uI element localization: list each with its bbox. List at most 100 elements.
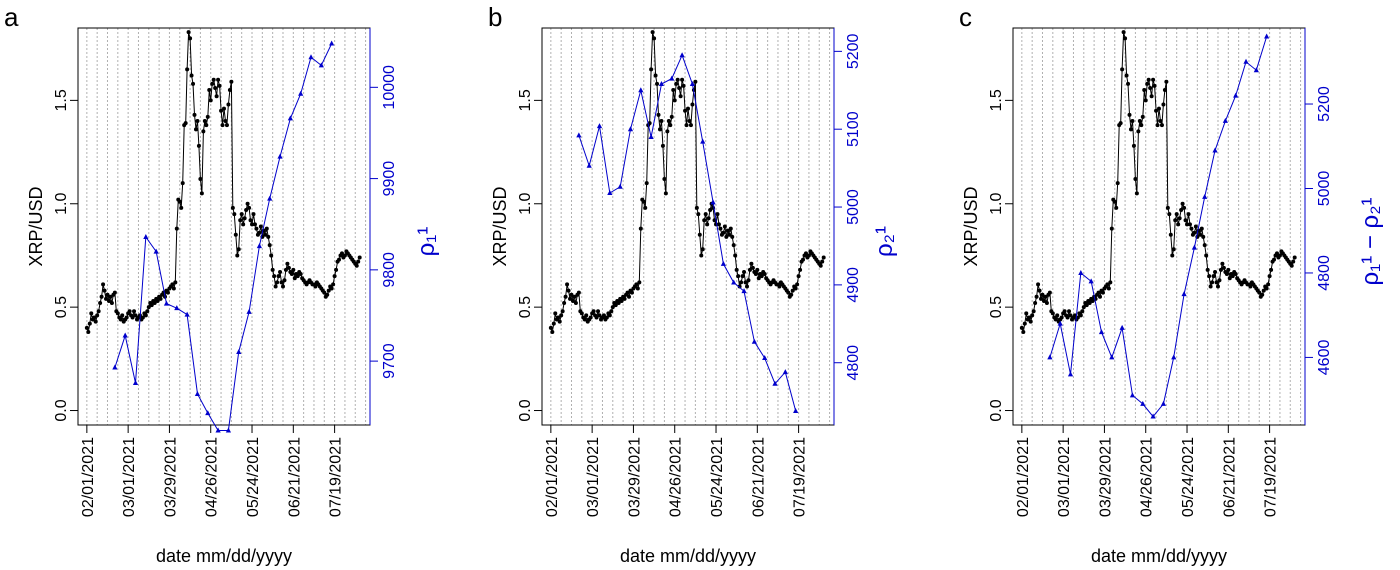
price-point [204,123,209,128]
price-point [130,315,135,320]
rho-point [1129,392,1136,398]
price-point [84,325,89,330]
price-point [702,218,707,223]
rho-point [669,75,675,81]
price-point [337,257,342,262]
price-point [1167,212,1172,217]
price-point [1065,315,1070,320]
price-point [588,315,593,320]
price-point [1040,292,1045,297]
price-point [551,321,556,326]
price-point [195,119,200,124]
price-point [1180,201,1185,206]
price-point [697,232,702,237]
plot-frame [541,27,835,426]
price-point [104,296,109,301]
price-point [742,269,747,274]
x-tick-label: 04/26/2021 [668,437,685,517]
rho-point [576,132,582,138]
price-point [548,325,553,330]
price-point [759,274,764,279]
price-point [566,288,571,293]
price-point [1148,85,1153,90]
panel-b: b 02/01/2021 03/01/2021 03/29/2021 04/26/202… [488,2,898,566]
gridlines [550,28,831,425]
price-point [705,222,710,227]
y-tick-label: 0.0 [53,399,70,421]
price-point [736,274,741,279]
price-point [1067,309,1072,314]
price-point [331,282,336,287]
price-point [728,226,733,231]
rho-point [658,81,665,87]
rho-point [246,308,252,314]
price-point [666,119,671,124]
price-point [641,199,646,204]
rho-point [762,355,768,361]
rho-line [1049,36,1268,418]
rho-line [114,43,333,431]
price-point [199,191,204,196]
y-tick-label-right: 5000 [1316,171,1333,207]
rho-line [578,53,797,412]
price-point [285,261,290,266]
price-point [638,226,643,231]
price-point [694,205,699,210]
price-point [584,313,589,318]
price-point [1174,212,1179,217]
price-point [700,247,705,252]
price-point [1112,199,1117,204]
price-point [272,274,277,279]
price-point [179,205,184,210]
x-tick-label: 02/01/2021 [1015,437,1032,517]
price-point [821,255,826,260]
price-point [1118,121,1123,126]
price-point [671,88,676,93]
y-tick-label: 1.0 [53,193,70,215]
price-point [1274,251,1279,256]
price-point [230,205,235,210]
price-point [684,123,689,128]
price-point [106,298,111,303]
price-point [1183,218,1188,223]
rho-point [132,380,139,386]
price-point [1162,88,1167,93]
price-point [1213,269,1218,274]
y-tick-label-right: 5200 [845,33,862,69]
price-point [1161,102,1166,107]
price-point [278,269,283,274]
price-point [238,218,243,223]
x-axis-title: date mm/dd/yyyy [1091,546,1227,566]
price-point [1227,276,1232,281]
price-point [680,77,685,82]
y-tick-label: 1.5 [988,89,1005,111]
price-point [706,216,711,221]
price-point [1096,290,1101,295]
price-point [183,121,188,126]
price-point [789,292,794,297]
price-point [145,309,150,314]
price-point [226,102,231,107]
price-point [1176,222,1181,227]
price-point [173,280,178,285]
rho-point [267,195,273,201]
x-tick-label: 04/26/2021 [204,437,221,517]
price-point [1210,280,1215,285]
price-point [229,79,234,84]
price-point [755,267,760,272]
price-point [1131,143,1136,148]
price-point [610,305,615,310]
y-tick-label-right: 4600 [1316,340,1333,376]
price-point [653,73,658,78]
rho-point [1098,329,1105,335]
price-point [205,114,210,119]
rho-point [607,190,613,196]
price-point [241,222,246,227]
price-point [643,205,648,210]
price-point [1062,309,1067,314]
price-point [1199,226,1204,231]
rho-point [194,390,201,396]
price-point [146,305,151,310]
y-tick-label: 0.0 [988,399,1005,421]
price-point [669,114,674,119]
